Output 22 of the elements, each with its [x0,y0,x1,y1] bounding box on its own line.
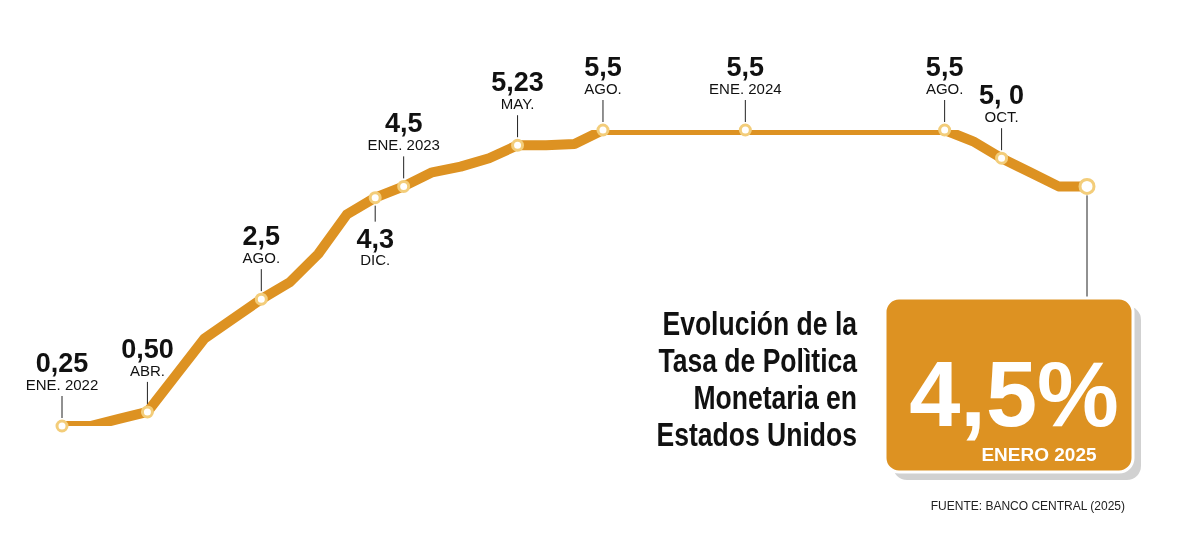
data-label: 0,25 [35,348,89,378]
annotation: ENE. 2023 [367,136,440,154]
text: AGO. [925,80,964,97]
text: ENERO 2025 [981,444,1097,465]
source-note: FUENTE: BANCO CENTRAL (2025) [930,499,1125,513]
data-label: 5,5 [584,52,622,82]
data-label: 4,3 [356,223,394,254]
data-label: 5,5 [726,52,765,82]
annotation: AGO. [242,249,281,267]
data-label: 2,5 [242,221,281,252]
data-label: 4,5 [384,108,423,139]
text: AGO. [584,80,622,97]
annotation: ENE. 2022 [25,376,99,393]
data-label: 0,50 [121,333,174,364]
text: MAY. [500,95,535,113]
data-label: 5, 0 [979,80,1025,111]
text: OCT. [984,108,1019,126]
data-label: 4,5% [909,343,1119,445]
data-label: 5,23 [491,67,544,98]
text: Evolución de la Tasa de Polìtica Monetaria en Estados Unidos [655,304,857,453]
text: ENE. 2024 [709,80,782,97]
data-label: 5,5 [925,52,964,82]
